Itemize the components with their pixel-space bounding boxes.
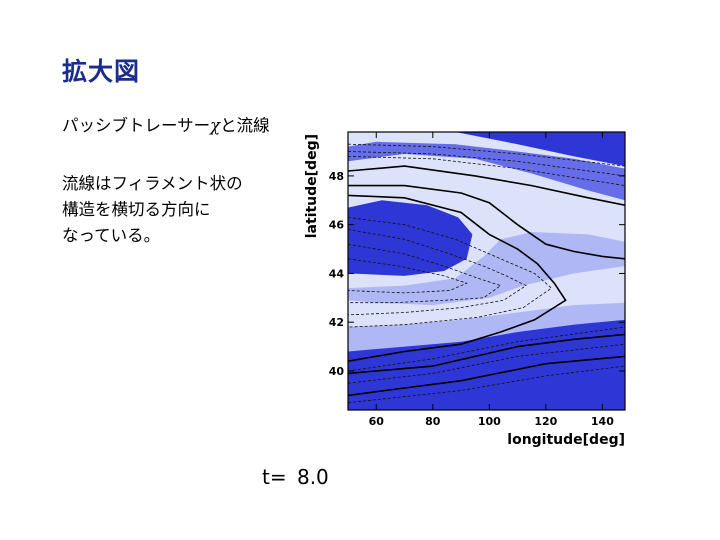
- time-label: t=: [262, 465, 287, 489]
- streamline-solid-4: [348, 355, 625, 397]
- explanation-paragraph: 流線はフィラメント状の 構造を横切る方向に なっている。: [62, 171, 243, 249]
- tracer-caption-prefix: パッシブトレーサー: [62, 116, 211, 135]
- tracer-caption-suffix: と流線: [220, 116, 270, 135]
- streamline-dashed-0: [348, 143, 625, 167]
- slide-title: 拡大図: [62, 57, 141, 86]
- time-readout: t= 8.0: [262, 465, 333, 489]
- streamline-dashed-6: [348, 258, 468, 294]
- tracer-band-upper-band: [348, 141, 625, 201]
- tracer-contour-plot: 60 80 100 120 140 40 42 44 46 48 longitude[deg] lat…: [304, 131, 626, 448]
- y-tick-label-48: 48: [329, 170, 344, 183]
- streamline-solid-0: [348, 184, 625, 260]
- x-tick-label-60: 60: [369, 415, 385, 428]
- tracer-band-filament: [348, 200, 473, 276]
- streamline-dashed-8: [348, 343, 625, 384]
- x-axis-title: longitude[deg]: [507, 432, 625, 448]
- streamline-dashed-7: [348, 326, 625, 372]
- streamline-dashed-9: [348, 365, 625, 404]
- y-tick-label-42: 42: [329, 316, 344, 329]
- streamline-solid-1: [348, 194, 567, 362]
- streamline-solid-2: [348, 333, 625, 375]
- streamline-dashed-1: [348, 151, 625, 177]
- x-tick-label-100: 100: [478, 415, 501, 428]
- tracer-caption: パッシブトレーサーχと流線: [62, 113, 270, 139]
- streamline-dashed-3: [348, 217, 553, 328]
- tracer-band-filament-halo: [348, 232, 625, 306]
- streamline-dashed-4: [348, 229, 527, 316]
- y-axis-title: latitude[deg]: [304, 134, 320, 238]
- chi-symbol: χ: [210, 116, 221, 135]
- x-tick-label-140: 140: [591, 415, 614, 428]
- explanation-line-3: なっている。: [62, 226, 161, 245]
- streamline-dashed-2: [348, 156, 625, 186]
- explanation-line-2: 構造を横切る方向に: [62, 200, 211, 219]
- streamline-dashed-5: [348, 243, 502, 304]
- y-tick-label-40: 40: [329, 365, 345, 378]
- plot-content: [348, 132, 625, 410]
- plot-frame: [347, 131, 626, 411]
- explanation-line-1: 流線はフィラメント状の: [62, 174, 243, 193]
- y-tick-label-46: 46: [329, 219, 345, 232]
- tracer-band-top-dark: [455, 132, 625, 167]
- y-tick-label-44: 44: [329, 267, 345, 280]
- x-tick-label-120: 120: [534, 415, 557, 428]
- time-value: 8.0: [296, 465, 329, 489]
- tracer-band-lower-halo: [348, 302, 625, 352]
- x-tick-label-80: 80: [425, 415, 441, 428]
- streamline-solid-3: [348, 165, 625, 206]
